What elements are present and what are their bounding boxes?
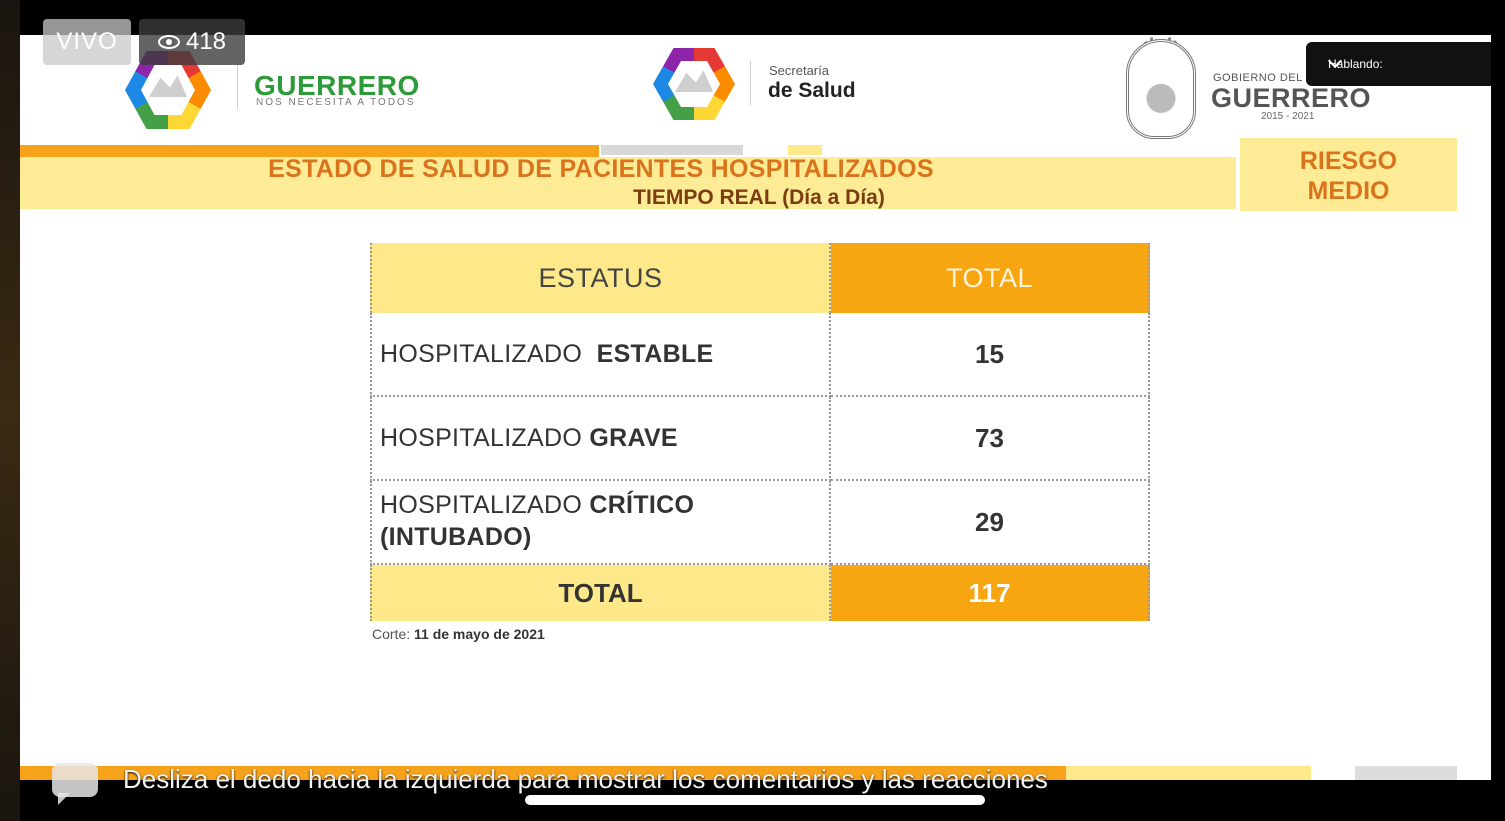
row-prefix: HOSPITALIZADO: [380, 424, 583, 452]
slide-subtitle: TIEMPO REAL (Día a Día): [633, 186, 885, 209]
header-status: ESTATUS: [370, 243, 831, 313]
row-total: 73: [831, 397, 1150, 481]
gobierno-name: GUERRERO: [1211, 83, 1372, 113]
row-status-value: GRAVE: [589, 424, 678, 452]
background-edge: [0, 0, 20, 821]
coat-of-arms-icon: [1126, 39, 1196, 139]
row-total: 15: [831, 313, 1150, 397]
viewer-count: 418: [185, 28, 227, 55]
table-row: HOSPITALIZADO GRAVE 73: [370, 397, 1150, 481]
speaking-label: Hablando:: [1328, 57, 1383, 71]
table-row: HOSPITALIZADO ESTABLE 15: [370, 313, 1150, 397]
risk-line1: RIESGO: [1299, 147, 1398, 175]
risk-level-box: RIESGO MEDIO: [1240, 138, 1457, 211]
presentation-slide: GUERRERO NOS NECESITA A TODOS Secretaría…: [20, 35, 1491, 780]
guerrero-logo-name: GUERRERO: [254, 70, 420, 101]
footer-band-gray: [1355, 766, 1457, 780]
salud-logo-line1: Secretaría: [769, 63, 829, 78]
header-total: TOTAL: [831, 243, 1150, 313]
cut-date-value: 11 de mayo de 2021: [414, 626, 545, 642]
salud-hex-logo-icon: [653, 48, 735, 120]
row-status: HOSPITALIZADO GRAVE: [370, 397, 831, 481]
salud-logo-line2: de Salud: [768, 79, 856, 102]
row-prefix: HOSPITALIZADO: [380, 340, 583, 368]
gobierno-years: 2015 - 2021: [1261, 111, 1315, 122]
table-row: HOSPITALIZADO CRÍTICO (INTUBADO) 29: [370, 481, 1150, 565]
title-band-small: [788, 145, 822, 155]
risk-line2: MEDIO: [1307, 177, 1390, 205]
row-prefix: HOSPITALIZADO: [380, 491, 583, 519]
title-band-gray: [601, 145, 743, 155]
cut-label: Corte:: [372, 626, 411, 642]
table-header-row: ESTATUS TOTAL: [370, 243, 1150, 313]
row-total: 29: [831, 481, 1150, 565]
swipe-hint: Desliza el dedo hacia la izquierda para …: [123, 764, 1048, 794]
row-status-value: CRÍTICO (INTUBADO): [380, 491, 695, 551]
footer-band-yellow: [1066, 766, 1311, 780]
title-band-orange: [20, 145, 599, 157]
speaking-panel[interactable]: Hablando:: [1306, 42, 1491, 86]
slide-title: ESTADO DE SALUD DE PACIENTES HOSPITALIZA…: [268, 155, 934, 183]
row-status: HOSPITALIZADO ESTABLE: [370, 313, 831, 397]
total-value: 117: [831, 565, 1150, 621]
total-label: TOTAL: [370, 565, 831, 621]
row-status-value: ESTABLE: [596, 340, 714, 368]
comment-bubble-icon[interactable]: [52, 763, 98, 797]
footer-band-orange: [20, 766, 1066, 780]
home-indicator[interactable]: [525, 795, 985, 805]
table-total-row: TOTAL 117: [370, 565, 1150, 621]
eye-icon: [157, 35, 180, 49]
title-band-yellow: [20, 157, 1236, 209]
logo-divider: [237, 65, 238, 109]
cut-date: Corte: 11 de mayo de 2021: [372, 626, 545, 642]
viewer-count-badge: 418: [139, 19, 245, 65]
guerrero-logo-tagline: NOS NECESITA A TODOS: [256, 97, 416, 108]
live-badge: VIVO: [43, 19, 131, 65]
gobierno-label: GOBIERNO DEL: [1213, 72, 1303, 84]
logo-divider-center: [750, 61, 751, 105]
row-status: HOSPITALIZADO CRÍTICO (INTUBADO): [370, 481, 831, 565]
